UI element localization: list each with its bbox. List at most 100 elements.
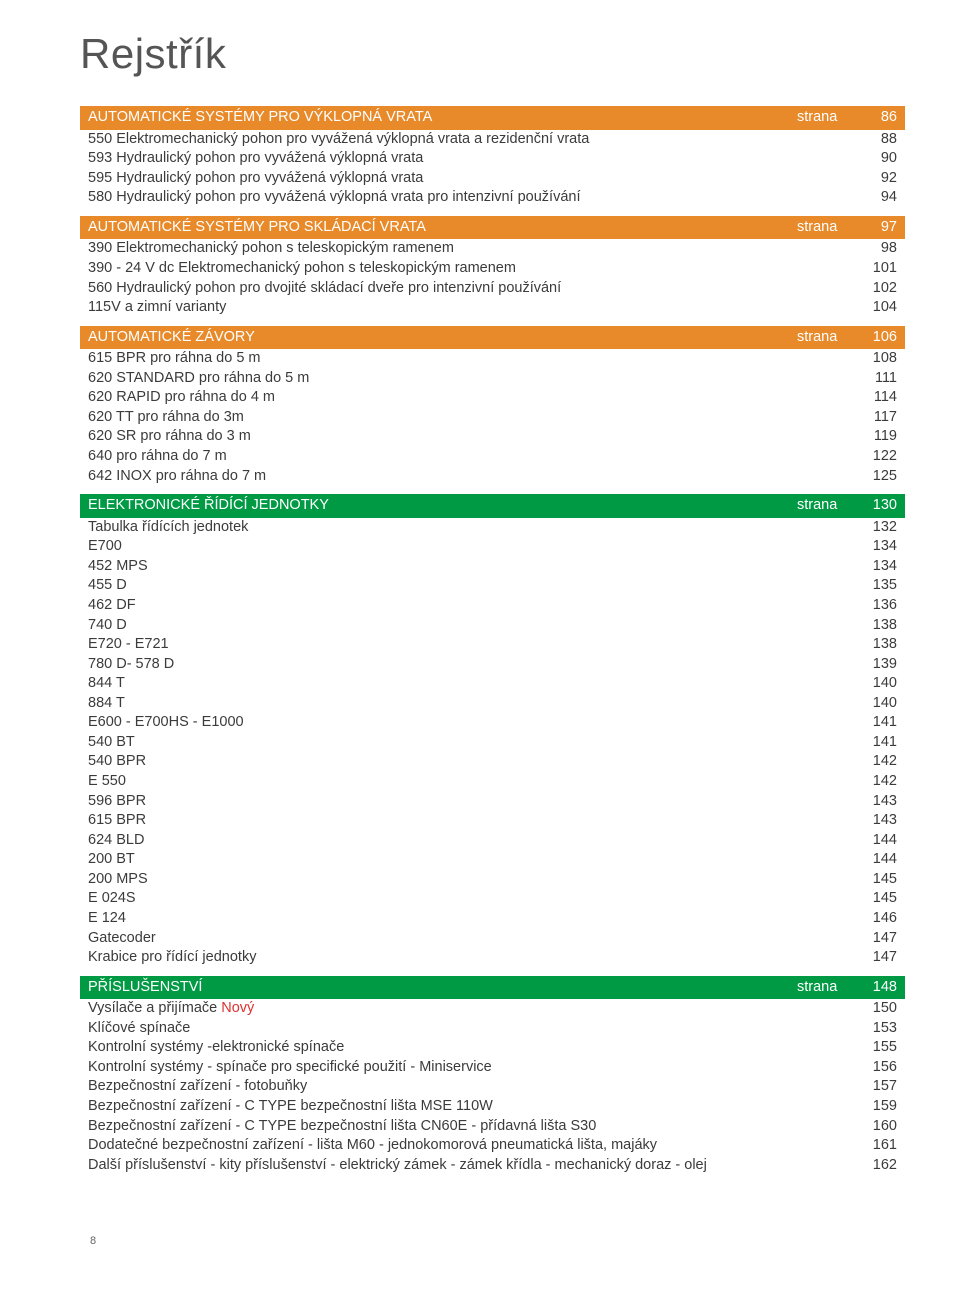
table-row: E700134 [80,537,905,557]
row-page: 114 [857,388,897,408]
row-label-text: Bezpečnostní zařízení - C TYPE bezpečnos… [88,1118,596,1134]
row-page: 162 [857,1156,897,1176]
row-page: 125 [857,467,897,487]
row-label-text: 620 RAPID pro ráhna do 4 m [88,389,275,405]
row-label: Dodatečné bezpečnostní zařízení - lišta … [88,1136,857,1156]
table-row: E600 - E700HS - E1000141 [80,713,905,733]
table-row: 390 - 24 V dc Elektromechanický pohon s … [80,259,905,279]
row-label: E600 - E700HS - E1000 [88,713,857,733]
row-label-text: 550 Elektromechanický pohon pro vyvážená… [88,131,589,147]
table-row: Kontrolní systémy -elektronické spínače1… [80,1038,905,1058]
row-label-text: 615 BPR [88,812,146,828]
table-row: 580 Hydraulický pohon pro vyvážená výklo… [80,188,905,208]
row-label: 595 Hydraulický pohon pro vyvážená výklo… [88,169,857,189]
row-page: 88 [857,130,897,150]
row-label: Další příslušenství - kity příslušenství… [88,1156,857,1176]
table-row: Kontrolní systémy - spínače pro specific… [80,1058,905,1078]
row-label-text: Krabice pro řídící jednotky [88,949,256,965]
table-row: 595 Hydraulický pohon pro vyvážená výklo… [80,169,905,189]
row-page: 146 [857,909,897,929]
row-label: 740 D [88,616,857,636]
row-label-text: 844 T [88,675,125,691]
row-label: 200 MPS [88,870,857,890]
row-label: E700 [88,537,857,557]
row-label-text: E720 - E721 [88,636,169,652]
row-page: 159 [857,1097,897,1117]
table-row: Vysílače a přijímače Nový150 [80,999,905,1019]
row-label: 620 TT pro ráhna do 3m [88,408,857,428]
row-page: 143 [857,792,897,812]
row-page: 150 [857,999,897,1019]
row-label-text: 620 SR pro ráhna do 3 m [88,428,251,444]
table-row: 620 STANDARD pro ráhna do 5 m111 [80,369,905,389]
section: AUTOMATICKÉ ZÁVORYstrana106615 BPR pro r… [80,326,905,487]
row-label: Bezpečnostní zařízení - C TYPE bezpečnos… [88,1117,857,1137]
row-page: 147 [857,929,897,949]
table-row: Bezpečnostní zařízení - fotobuňky157 [80,1077,905,1097]
row-label: 624 BLD [88,831,857,851]
table-row: Tabulka řídících jednotek132 [80,518,905,538]
row-label: 780 D- 578 D [88,655,857,675]
table-row: 884 T140 [80,694,905,714]
table-row: 620 SR pro ráhna do 3 m 119 [80,427,905,447]
strana-label: strana [797,496,857,516]
page-title: Rejstřík [80,30,905,78]
section-title: AUTOMATICKÉ SYSTÉMY PRO VÝKLOPNÁ VRATA [88,108,797,128]
row-label-text: Vysílače a přijímače [88,1000,217,1016]
row-label: 596 BPR [88,792,857,812]
section-header: PŘÍSLUŠENSTVÍstrana148 [80,976,905,1000]
row-page: 94 [857,188,897,208]
section-page: 106 [857,328,897,348]
table-row: 640 pro ráhna do 7 m122 [80,447,905,467]
row-page: 160 [857,1117,897,1137]
row-label: 540 BT [88,733,857,753]
row-page: 104 [857,298,897,318]
table-row: 615 BPR143 [80,811,905,831]
row-label: 452 MPS [88,557,857,577]
row-page: 101 [857,259,897,279]
row-page: 161 [857,1136,897,1156]
table-row: 462 DF136 [80,596,905,616]
row-label: 844 T [88,674,857,694]
table-row: E 124146 [80,909,905,929]
row-label: 615 BPR pro ráhna do 5 m [88,349,857,369]
row-label: 560 Hydraulický pohon pro dvojité skláda… [88,279,857,299]
row-label-text: 452 MPS [88,558,148,574]
row-page: 145 [857,889,897,909]
table-row: 452 MPS 134 [80,557,905,577]
table-row: 615 BPR pro ráhna do 5 m108 [80,349,905,369]
row-label: E 550 [88,772,857,792]
table-row: 200 BT144 [80,850,905,870]
table-row: 620 RAPID pro ráhna do 4 m 114 [80,388,905,408]
section-page: 86 [857,108,897,128]
row-label: 115V a zimní varianty [88,298,857,318]
row-label-text: 620 STANDARD pro ráhna do 5 m [88,370,309,386]
row-page: 138 [857,635,897,655]
row-label-text: E600 - E700HS - E1000 [88,714,244,730]
row-label: 390 - 24 V dc Elektromechanický pohon s … [88,259,857,279]
row-page: 117 [857,408,897,428]
row-label-text: Kontrolní systémy -elektronické spínače [88,1039,344,1055]
row-page: 145 [857,870,897,890]
row-label-text: 540 BPR [88,753,146,769]
row-label-text: Bezpečnostní zařízení - C TYPE bezpečnos… [88,1098,493,1114]
table-row: Gatecoder147 [80,929,905,949]
row-page: 139 [857,655,897,675]
row-page: 119 [857,427,897,447]
row-label: 455 D [88,576,857,596]
table-row: 540 BT141 [80,733,905,753]
row-label-text: 640 pro ráhna do 7 m [88,448,227,464]
section-page: 148 [857,978,897,998]
section-title: AUTOMATICKÉ SYSTÉMY PRO SKLÁDACÍ VRATA [88,218,797,238]
table-row: E720 - E721 138 [80,635,905,655]
row-label-text: 580 Hydraulický pohon pro vyvážená výklo… [88,189,580,205]
row-page: 140 [857,674,897,694]
row-page: 138 [857,616,897,636]
row-label: Vysílače a přijímače Nový [88,999,857,1019]
table-row: Bezpečnostní zařízení - C TYPE bezpečnos… [80,1117,905,1137]
row-page: 134 [857,557,897,577]
row-label: 620 STANDARD pro ráhna do 5 m [88,369,857,389]
row-label: 200 BT [88,850,857,870]
section-title: AUTOMATICKÉ ZÁVORY [88,328,797,348]
table-row: 844 T 140 [80,674,905,694]
